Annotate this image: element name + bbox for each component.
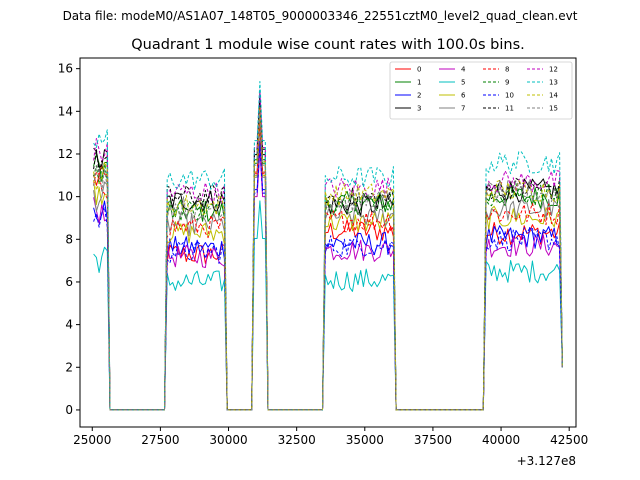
y-tick-label: 16 [58,62,73,76]
legend-label-10: 10 [505,92,514,100]
plot-frame [79,57,577,428]
legend-box [389,61,573,120]
legend-label-8: 8 [505,66,509,74]
legend-label-7: 7 [461,105,465,113]
x-tick-label: 32500 [278,433,316,447]
chart-title: Quadrant 1 module wise count rates with … [131,37,525,53]
series-line-7 [93,125,563,411]
y-tick-label: 4 [65,318,73,332]
y-tick-label: 0 [65,403,73,417]
legend-label-0: 0 [417,66,421,74]
x-tick-label: 35000 [346,433,384,447]
series-line-8 [93,121,563,411]
series-line-0 [93,119,563,411]
y-tick-label: 2 [65,360,73,374]
x-tick-label: 27500 [141,433,179,447]
y-tick-label: 8 [65,232,73,246]
legend-label-6: 6 [461,92,466,100]
legend-label-11: 11 [505,105,514,113]
legend-label-13: 13 [549,79,558,87]
y-tick-label: 10 [58,190,73,204]
x-tick-label: 30000 [209,433,247,447]
x-tick-label: 25000 [73,433,111,447]
y-axis: 0 2 4 6 8 10 12 14 16 [58,62,80,417]
series-line-15 [93,110,563,411]
legend-label-12: 12 [549,66,558,74]
x-tick-label: 40000 [482,433,520,447]
legend-label-15: 15 [549,105,558,113]
x-offset-label: +3.127e8 [517,454,576,468]
series-line-6 [93,123,563,411]
legend-label-2: 2 [417,92,421,100]
legend-label-14: 14 [549,92,558,100]
x-axis: 25000 27500 30000 32500 35000 37500 40000 42500 [73,427,588,447]
y-tick-label: 6 [65,275,73,289]
y-tick-label: 12 [58,147,73,161]
x-tick-label: 42500 [550,433,588,447]
x-tick-label: 37500 [414,433,452,447]
legend-label-9: 9 [505,79,509,87]
series-line-11 [93,91,563,411]
series-line-14 [93,106,563,411]
legend-label-5: 5 [461,79,465,87]
series-line-1 [93,104,563,411]
legend-label-3: 3 [417,105,421,113]
y-tick-label: 14 [58,104,73,118]
series-line-3 [93,98,563,411]
series-line-12 [93,89,563,411]
legend-label-1: 1 [417,79,421,87]
series-line-9 [93,108,563,411]
series-layer [93,81,563,411]
series-line-2 [93,140,563,411]
legend-label-4: 4 [461,66,466,74]
suptitle: Data file: modeM0/AS1A07_148T05_90000033… [63,9,578,23]
